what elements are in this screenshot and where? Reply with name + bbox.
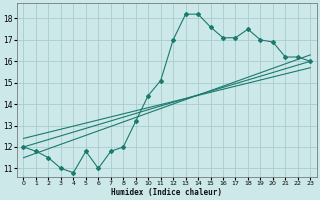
X-axis label: Humidex (Indice chaleur): Humidex (Indice chaleur)	[111, 188, 222, 197]
